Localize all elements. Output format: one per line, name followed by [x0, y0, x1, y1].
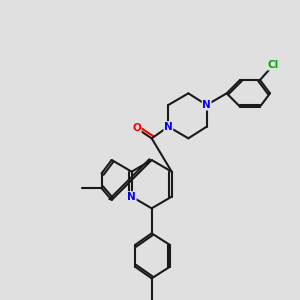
Text: Cl: Cl [268, 60, 279, 70]
Text: N: N [202, 100, 211, 110]
Text: N: N [127, 192, 136, 202]
Text: O: O [132, 123, 141, 133]
Text: N: N [164, 122, 173, 132]
